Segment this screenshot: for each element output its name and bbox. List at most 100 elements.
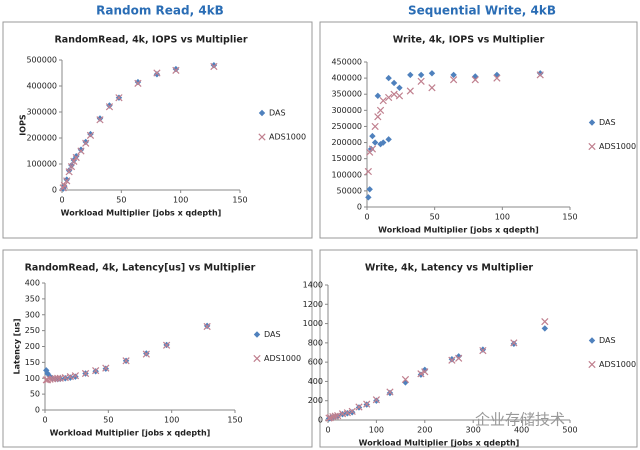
point <box>54 374 62 382</box>
y-tick-label: 800 <box>308 338 323 347</box>
point <box>417 371 425 378</box>
y-tick-label: 0 <box>52 186 57 195</box>
point <box>428 84 436 92</box>
point <box>471 76 479 84</box>
x-tick-label: 50 <box>116 196 126 205</box>
x-axis-label: Workload Multiplier [jobs x qdepth] <box>50 429 211 438</box>
point <box>367 145 375 153</box>
point <box>65 168 73 176</box>
y-axis-label: Latency [us] <box>13 319 22 375</box>
y-tick-label: 400000 <box>331 74 362 83</box>
point <box>374 113 382 121</box>
point <box>407 71 414 79</box>
point <box>82 139 90 147</box>
point <box>77 146 85 153</box>
point <box>396 84 403 91</box>
point <box>63 176 70 183</box>
point <box>106 102 113 109</box>
point <box>122 357 130 365</box>
point <box>102 364 110 372</box>
point <box>395 92 404 100</box>
point <box>77 147 85 155</box>
y-tick-label: 100 <box>25 374 40 383</box>
point <box>86 131 95 140</box>
y-tick-label: 400 <box>308 377 323 386</box>
point <box>365 194 372 201</box>
y-tick-label: 1000 <box>303 319 323 328</box>
x-tick-label: 50 <box>430 213 440 222</box>
point <box>162 341 171 349</box>
point <box>67 162 76 171</box>
y-tick-label: 300000 <box>331 106 362 115</box>
panel <box>2 249 313 448</box>
point <box>390 90 398 98</box>
point <box>421 368 429 376</box>
point <box>448 356 456 364</box>
x-tick-label: 150 <box>232 196 247 205</box>
point <box>385 93 393 102</box>
y-tick-label: 1200 <box>303 300 323 309</box>
point <box>541 325 549 332</box>
point <box>72 373 79 380</box>
y-tick-label: 400000 <box>26 82 57 91</box>
x-tick-label: 150 <box>562 213 577 222</box>
x-axis-label: Workload Multiplier [jobs x qdepth] <box>359 439 520 448</box>
point <box>371 139 379 146</box>
point <box>380 139 387 146</box>
point <box>401 375 410 384</box>
point <box>479 346 487 353</box>
point <box>210 62 218 69</box>
point <box>537 70 544 77</box>
point <box>134 79 142 88</box>
x-tick-label: 50 <box>103 416 113 425</box>
y-tick-label: 600 <box>308 358 323 367</box>
point <box>364 167 372 176</box>
point <box>385 74 392 82</box>
y-tick-label: 350000 <box>331 90 362 99</box>
point <box>142 350 150 358</box>
x-tick-label: 200 <box>417 426 432 435</box>
point <box>153 71 161 78</box>
legend-label: DAS <box>599 336 616 345</box>
x-tick-label: 0 <box>42 416 47 425</box>
x-axis-label: Workload Multiplier [jobs x qdepth] <box>61 209 222 218</box>
legend-label: ADS1000 <box>599 142 636 151</box>
x-tick-label: 0 <box>325 426 330 435</box>
y-tick-label: 50 <box>30 390 40 399</box>
point <box>343 409 351 417</box>
point <box>82 138 89 146</box>
point <box>379 97 387 105</box>
legend-marker <box>253 331 261 338</box>
point <box>81 369 90 378</box>
point <box>369 132 376 140</box>
watermark: 企业存储技术 <box>475 411 565 429</box>
point <box>172 66 180 75</box>
point <box>386 388 394 396</box>
point <box>385 136 392 143</box>
point <box>368 145 377 153</box>
point <box>153 69 161 77</box>
legend-label: ADS1000 <box>264 354 301 363</box>
header: Sequential Write, 4kB <box>408 4 556 18</box>
y-tick-label: 450000 <box>331 58 362 67</box>
point <box>363 400 371 408</box>
legend-marker <box>588 142 596 151</box>
x-tick-label: 100 <box>164 416 179 425</box>
point <box>371 122 379 131</box>
legend-marker <box>253 354 261 363</box>
point <box>96 115 104 122</box>
point <box>68 162 75 169</box>
panel <box>319 21 638 239</box>
point <box>60 181 68 189</box>
legend-label: ADS1000 <box>599 360 636 369</box>
point <box>417 77 425 85</box>
chart-title: RandomRead, 4k, Latency[us] vs Multiplie… <box>25 263 256 274</box>
y-tick-label: 150 <box>25 358 40 367</box>
point <box>72 153 80 162</box>
y-tick-label: 200000 <box>26 134 57 143</box>
chart-title: RandomRead, 4k, IOPS vs Multiplier <box>54 35 247 46</box>
x-tick-label: 400 <box>514 426 529 435</box>
y-tick-label: 0 <box>318 416 323 425</box>
point <box>134 78 142 86</box>
point <box>510 340 518 348</box>
